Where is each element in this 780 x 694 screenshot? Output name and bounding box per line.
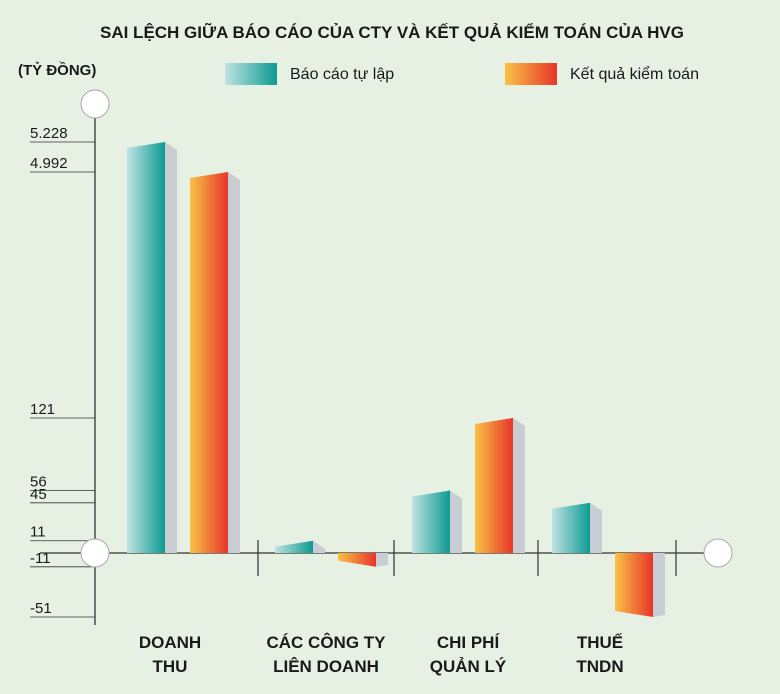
- legend-label-series-1: Báo cáo tự lập: [290, 66, 394, 83]
- bar-1-1: [127, 142, 177, 553]
- bar-side: [513, 418, 525, 553]
- y-tick-label: 45: [30, 486, 47, 503]
- bar-side: [313, 540, 325, 553]
- bar-face: [127, 142, 165, 553]
- bar-2-4: [615, 553, 665, 617]
- bar-2-2: [338, 553, 388, 567]
- category-label: CHI PHÍ QUẢN LÝ: [430, 633, 507, 676]
- bar-2-1: [190, 172, 240, 553]
- legend-label-series-2: Kết quả kiểm toán: [570, 65, 699, 83]
- bar-face: [552, 502, 590, 553]
- legend-swatch-series-1: [225, 63, 277, 85]
- bar-side: [165, 142, 177, 553]
- bar-face: [615, 553, 653, 617]
- bar-1-2: [275, 540, 325, 553]
- bar-face: [190, 172, 228, 553]
- y-tick-label: 121: [30, 401, 55, 418]
- bar-1-3: [412, 490, 462, 553]
- bar-side: [376, 553, 388, 567]
- bar-face: [275, 540, 313, 553]
- category-labels: DOANH THU CÁC CÔNG TY LIÊN DOANH CHI PHÍ QUẢN…: [139, 633, 624, 676]
- legend-swatch-series-2: [505, 63, 557, 85]
- chart-title: SAI LỆCH GIỮA BÁO CÁO CỦA CTY VÀ KẾT QUẢ…: [100, 22, 684, 42]
- y-tick-label: -51: [30, 600, 52, 617]
- axis-origin-marker: [80, 538, 110, 568]
- y-tick-label: 5.228: [30, 125, 68, 142]
- y-tick-label: 4.992: [30, 155, 68, 172]
- bar-side: [653, 553, 665, 617]
- bar-1-4: [552, 502, 602, 553]
- bar-2-3: [475, 418, 525, 553]
- bar-face: [475, 418, 513, 553]
- axis-end-marker: [703, 538, 733, 568]
- gridlines: [30, 141, 95, 618]
- category-label: CÁC CÔNG TY LIÊN DOANH: [267, 633, 387, 676]
- category-label: DOANH THU: [139, 633, 201, 676]
- bar-side: [450, 490, 462, 553]
- bar-face: [412, 490, 450, 553]
- bar-face: [338, 553, 376, 567]
- bars: [127, 142, 665, 617]
- category-label: THUẾ TNDN: [576, 633, 623, 676]
- axis-top-marker: [80, 89, 110, 119]
- y-tick-label: 56: [30, 474, 47, 491]
- y-tick-label: -11: [30, 550, 51, 567]
- y-unit-label: (TỶ ĐỒNG): [18, 61, 96, 79]
- bar-side: [228, 172, 240, 553]
- legend: Báo cáo tự lập Kết quả kiểm toán: [225, 63, 699, 85]
- bar-side: [590, 502, 602, 553]
- y-tick-label: 11: [30, 524, 46, 541]
